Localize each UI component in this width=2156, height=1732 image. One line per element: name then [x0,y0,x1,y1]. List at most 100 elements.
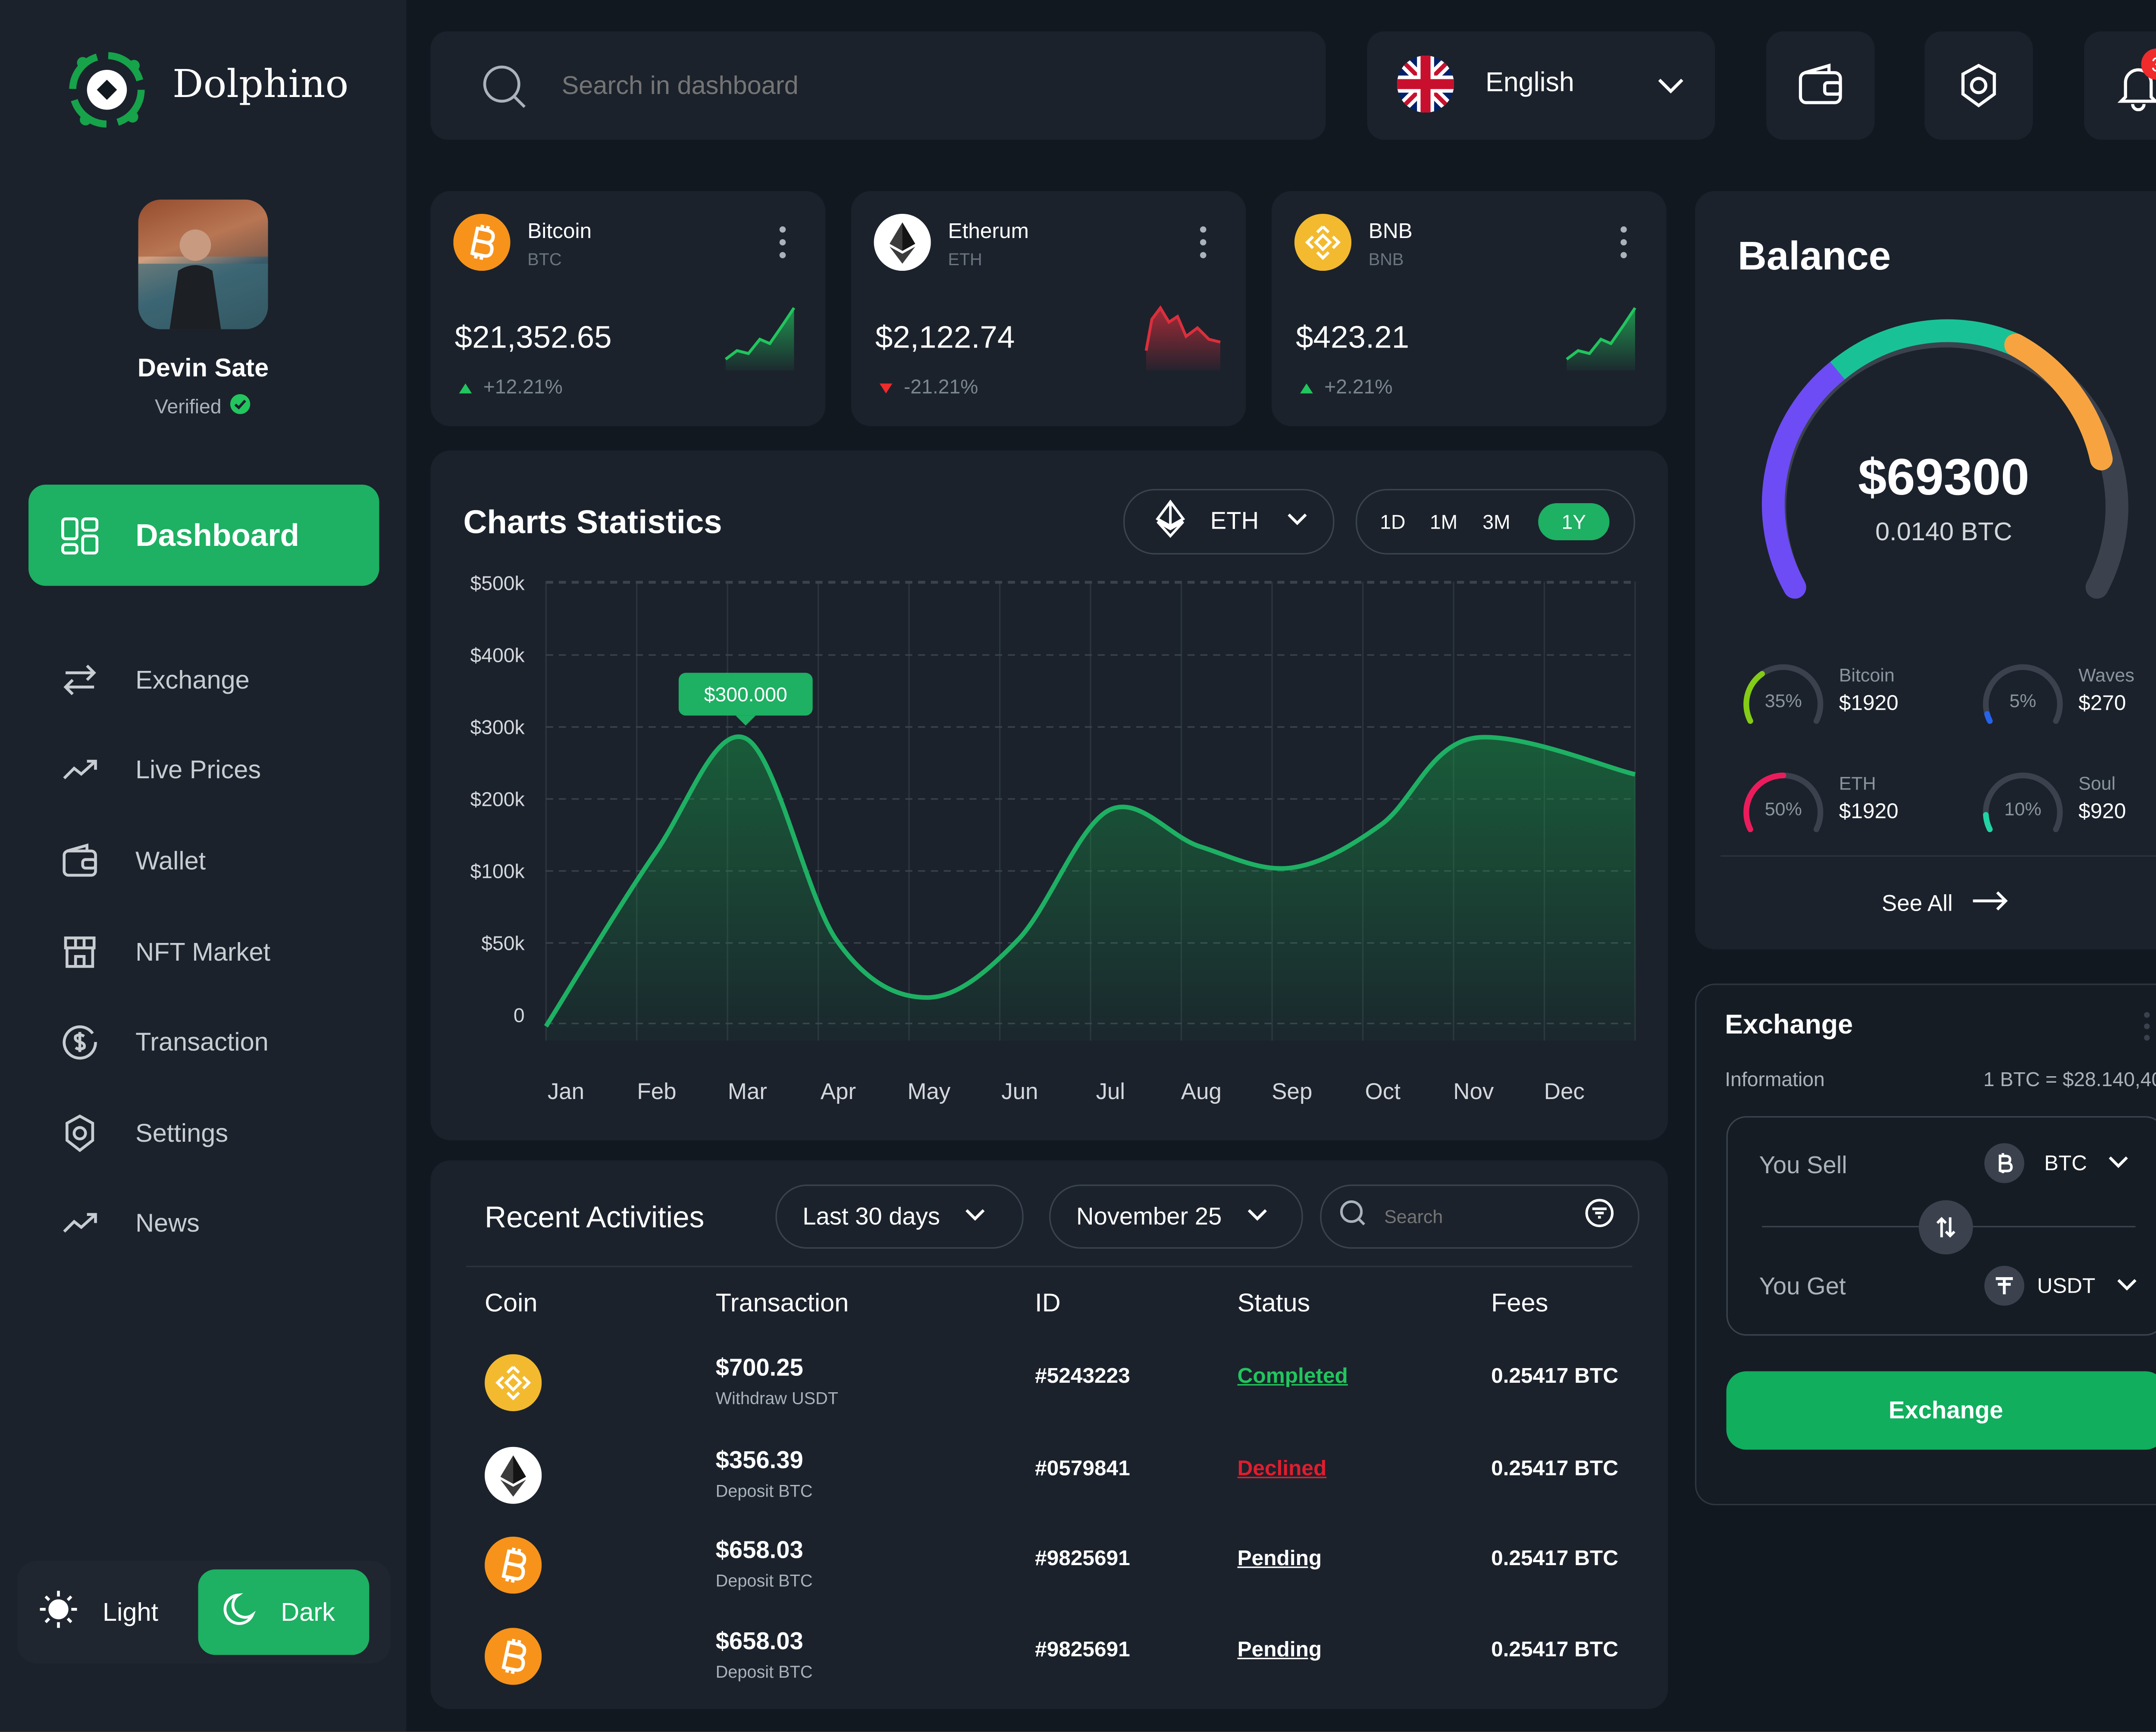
date-label: November 25 [1076,1202,1222,1230]
table-row[interactable]: $658.03 Deposit BTC #9825691 Pending 0.25417… [430,1616,1668,1708]
asset-bitcoin[interactable]: 35% Bitcoin $1920 [1741,661,1969,747]
coin-card-eth[interactable]: Etherum ETH $2,122.74 -21.21% [851,191,1246,426]
activities-title: Recent Activities [485,1201,705,1234]
sparkline-up [1564,302,1647,371]
asset-value: $270 [2078,691,2126,716]
table-row[interactable]: $658.03 Deposit BTC #9825691 Pending 0.25417… [430,1525,1668,1616]
asset-waves[interactable]: 5% Waves $270 [1980,661,2156,747]
table-row[interactable]: $356.39 Deposit BTC #0579841 Declined 0.2541… [430,1435,1668,1527]
sidebar: Dolphino Devin Sate Verified Dashboard [0,0,407,1732]
eth-logo-icon [874,213,931,271]
filter-icon[interactable] [1584,1197,1615,1236]
more-vertical-icon[interactable] [1618,225,1629,266]
nav-transaction[interactable]: Transaction [60,1021,269,1063]
coin-name: Etherum [948,219,1029,244]
see-all-label: See All [1881,891,1953,916]
nav-transaction-label: Transaction [135,1027,269,1056]
balance-divider [1720,855,2156,857]
nav-settings[interactable]: Settings [60,1112,228,1155]
avatar[interactable] [138,199,268,329]
nav-wallet-label: Wallet [135,846,206,875]
notifications-button[interactable]: 3 [2084,31,2156,140]
bell-icon [2117,68,2156,111]
date-select[interactable]: November 25 [1049,1184,1303,1249]
asset-percent: 10% [2004,798,2042,820]
search-bar[interactable] [430,31,1326,140]
activities-search[interactable] [1320,1184,1639,1249]
exchange-button[interactable]: Exchange [1726,1371,2156,1450]
coin-change-value: -21.21% [904,375,978,398]
y-tick-label: $300k [470,716,525,739]
triangle-up-icon [459,375,472,398]
tx-id: #9825691 [1035,1547,1130,1571]
wallet-button[interactable] [1766,31,1875,140]
annotation-label: $300.000 [704,683,787,706]
ethereum-icon [1153,498,1188,545]
annotation-pointer [736,715,756,726]
nav-wallet[interactable]: Wallet [60,839,206,882]
more-vertical-icon[interactable] [777,225,788,266]
more-vertical-icon[interactable] [1197,225,1209,266]
exchange-icon [63,664,96,695]
status-badge: Declined [1237,1456,1327,1481]
asset-soul[interactable]: 10% Soul $920 [1980,770,2156,855]
chart-card: Charts Statistics ETH 1D 1M 3M 1Y 0 $50k $… [430,450,1668,1140]
activities-search-input[interactable] [1384,1206,1570,1228]
see-all-link[interactable]: See All [1882,889,2010,919]
dashboard-icon [60,515,100,555]
language-select[interactable]: English [1367,31,1715,140]
theme-light-label: Light [103,1597,159,1626]
annotation-tooltip [678,673,813,716]
nav-news[interactable]: News [60,1202,200,1244]
tx-type: Withdraw USDT [715,1388,838,1409]
nav-nft-market[interactable]: NFT Market [60,931,270,974]
nft-market-icon [64,936,96,968]
sell-asset-select[interactable]: BTC [1984,1143,2130,1183]
asset-eth[interactable]: 50% ETH $1920 [1741,770,1969,855]
asset-value: $920 [2078,799,2126,824]
coin-change: -21.21% [879,375,978,398]
nav-live-prices[interactable]: Live Prices [60,749,261,791]
tab-range-1d[interactable]: 1D [1380,510,1406,533]
chevron-down-icon [963,1204,989,1230]
coin-card-btc[interactable]: Bitcoin BTC $21,352.65 +12.21% [430,191,826,426]
asset-select[interactable]: ETH [1123,489,1335,555]
get-asset-select[interactable]: USDT [1984,1265,2138,1306]
trend-up-icon [63,760,97,780]
sparkline-down [1143,302,1226,371]
theme-dark-option[interactable]: Dark [198,1569,370,1655]
bitcoin-icon [1984,1143,2024,1183]
search-input[interactable] [561,60,1275,111]
area-fill [546,736,1635,1041]
range-tabs: 1D 1M 3M 1Y [1356,489,1635,555]
coin-card-bnb[interactable]: BNB BNB $423.21 +2.21% [1271,191,1667,426]
nav-exchange[interactable]: Exchange [60,658,250,701]
nav-dashboard[interactable]: Dashboard [28,485,379,586]
search-icon [480,63,529,118]
tab-range-1y[interactable]: 1Y [1538,503,1610,540]
balance-gauge [1761,319,2128,599]
theme-light-option[interactable]: Light [37,1587,158,1638]
chart-title: Charts Statistics [463,503,722,540]
tx-type: Deposit BTC [715,1481,813,1501]
period-select[interactable]: Last 30 days [775,1184,1024,1249]
settings-button[interactable] [1924,31,2033,140]
table-row[interactable]: $700.25 Withdraw USDT #5243223 Completed 0.2… [430,1343,1668,1434]
coin-name: BNB [1368,219,1413,244]
swap-button[interactable] [1918,1200,1973,1255]
nav-exchange-label: Exchange [135,665,250,694]
tab-range-3m[interactable]: 3M [1482,510,1510,533]
coin-change-value: +2.21% [1324,375,1393,398]
tx-fees: 0.25417 BTC [1491,1547,1619,1571]
tab-range-1m[interactable]: 1M [1429,510,1458,533]
triangle-up-icon [1300,375,1313,398]
search-icon [1338,1199,1367,1234]
coin-symbol: ETH [948,249,982,269]
tx-amount: $700.25 [715,1354,803,1381]
btc-logo-icon [485,1628,542,1685]
tx-fees: 0.25417 BTC [1491,1456,1619,1481]
brand-name: Dolphino [172,63,349,107]
nav-news-label: News [135,1208,200,1237]
more-vertical-icon[interactable] [2141,1011,2153,1049]
